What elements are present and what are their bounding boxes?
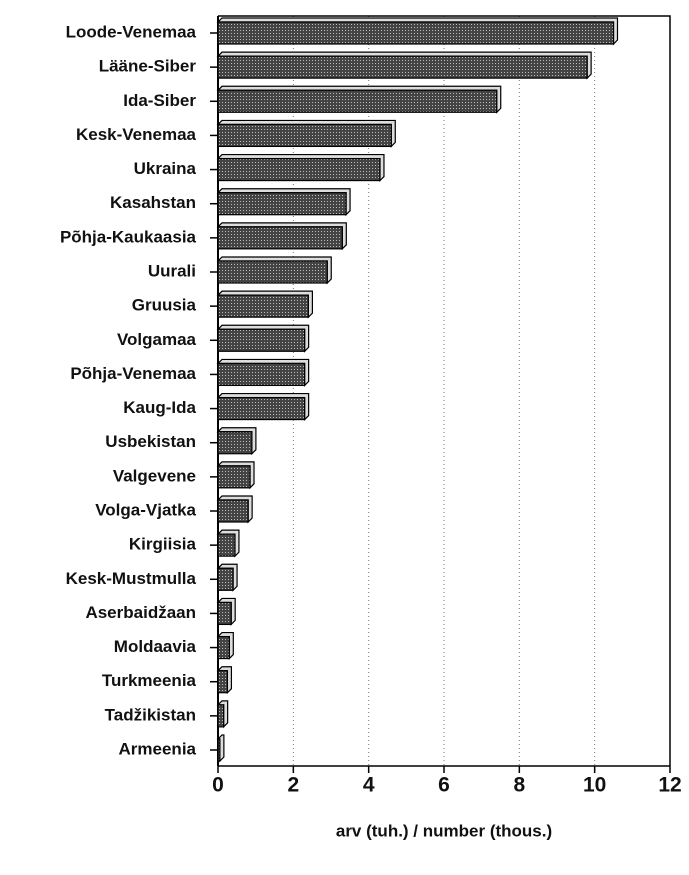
y-tick-label: Kesk-Mustmulla	[66, 569, 197, 588]
bar	[217, 362, 306, 387]
bar	[217, 533, 236, 557]
x-tick-label: 6	[438, 774, 450, 797]
bar	[217, 567, 234, 591]
y-tick-label: Turkmeenia	[102, 671, 197, 690]
x-tick-label: 2	[287, 774, 299, 797]
y-tick-label: Põhja-Venemaa	[70, 364, 196, 383]
y-tick-label: Uurali	[148, 261, 196, 280]
bar	[217, 157, 381, 182]
y-tick-label: Volgamaa	[117, 330, 197, 349]
bar	[217, 21, 615, 45]
y-tick-label: Ida-Siber	[123, 91, 196, 110]
bar	[217, 635, 230, 660]
y-tick-label: Kesk-Venemaa	[76, 125, 197, 144]
bar	[217, 89, 498, 113]
bar	[217, 123, 392, 148]
y-tick-label: Moldaavia	[114, 637, 197, 656]
x-tick-label: 0	[212, 774, 224, 797]
bar	[217, 499, 249, 523]
y-tick-label: Lääne-Siber	[99, 57, 197, 76]
y-tick-label: Kirgiisia	[129, 535, 197, 554]
y-tick-label: Loode-Venemaa	[66, 22, 197, 41]
x-axis-label: arv (tuh.) / number (thous.)	[336, 821, 552, 840]
bar	[217, 226, 343, 250]
y-tick-label: Kasahstan	[110, 193, 196, 212]
bar	[217, 396, 306, 421]
y-tick-label: Gruusia	[132, 296, 197, 315]
x-tick-label: 10	[583, 774, 606, 797]
bar	[217, 328, 306, 352]
x-tick-label: 4	[363, 774, 375, 797]
y-tick-label: Valgevene	[113, 466, 196, 485]
y-tick-label: Usbekistan	[105, 432, 196, 451]
y-tick-label: Tadžikistan	[105, 705, 196, 724]
bar	[217, 465, 251, 489]
y-tick-label: Ukraina	[134, 159, 197, 178]
plot-frame	[218, 15, 671, 766]
y-tick-label: Volga-Vjatka	[95, 500, 196, 519]
x-tick-label: 12	[658, 774, 681, 797]
x-tick-label: 8	[513, 774, 525, 797]
bar	[217, 55, 588, 79]
bar	[217, 670, 229, 694]
bar	[217, 431, 253, 455]
bar	[217, 704, 225, 728]
y-tick-label: Põhja-Kaukaasia	[60, 227, 197, 246]
bar	[217, 192, 347, 216]
y-tick-label: Aserbaidžaan	[85, 603, 196, 622]
y-tick-label: Armeenia	[119, 739, 197, 758]
y-tick-label: Kaug-Ida	[123, 398, 196, 417]
bar	[217, 738, 221, 762]
bar	[217, 601, 232, 626]
bar	[217, 294, 310, 318]
bar	[217, 260, 328, 284]
